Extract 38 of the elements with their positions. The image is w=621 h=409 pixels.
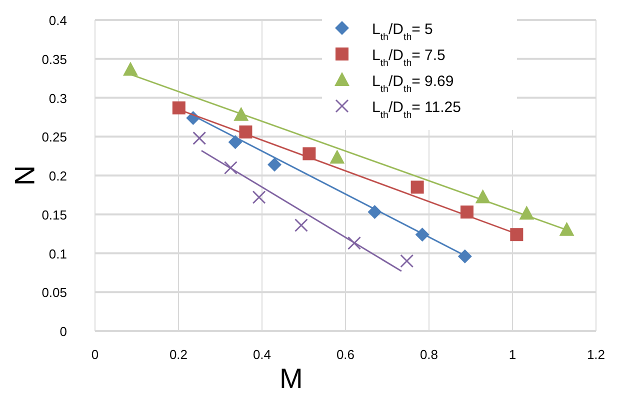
y-tick-label: 0.35 [42,52,67,67]
x-tick-label: 1.2 [586,347,606,362]
point [559,222,574,236]
x-tick-label: 0.6 [336,347,355,362]
point [252,190,266,204]
point [348,236,362,250]
point [400,254,414,268]
x-tick-label: 0.8 [420,347,438,362]
y-axis-title: N [9,165,40,186]
y-tick-label: 0.25 [42,130,67,145]
point [330,150,345,164]
point [122,62,138,76]
legend-label: L$_{th}$/D$_{th}$= 7.5 [372,47,446,68]
point [172,101,186,114]
point [410,180,424,194]
point [268,158,282,172]
point [228,135,242,150]
point [510,228,524,242]
x-axis-title: M [280,363,303,394]
y-tick-label: 0.05 [42,285,67,300]
point [224,160,238,174]
y-tick-label: 0.4 [48,13,67,28]
y-tick-label: 0.15 [42,207,67,222]
y-tick-label: 0.1 [48,246,67,262]
point [234,106,249,121]
point [192,131,206,145]
point [294,218,308,232]
legend-label: L$_{th}$/D$_{th}$= 5 [372,21,433,42]
legend-label: L$_{th}$/D$_{th}$= 9.69 [372,73,454,94]
x-tick-label: 1 [508,347,516,362]
y-tick-label: 0.3 [48,90,67,106]
y-tick-label: 0 [60,324,67,339]
y-tick-label: 0.2 [48,168,67,184]
x-tick-label: 0.2 [169,347,188,362]
point [458,249,472,264]
x-tick-label: 0 [91,347,99,362]
x-tick-label: 0.4 [252,347,272,362]
legend-label: L$_{th}$/D$_{th}$= 11.25 [372,99,461,120]
